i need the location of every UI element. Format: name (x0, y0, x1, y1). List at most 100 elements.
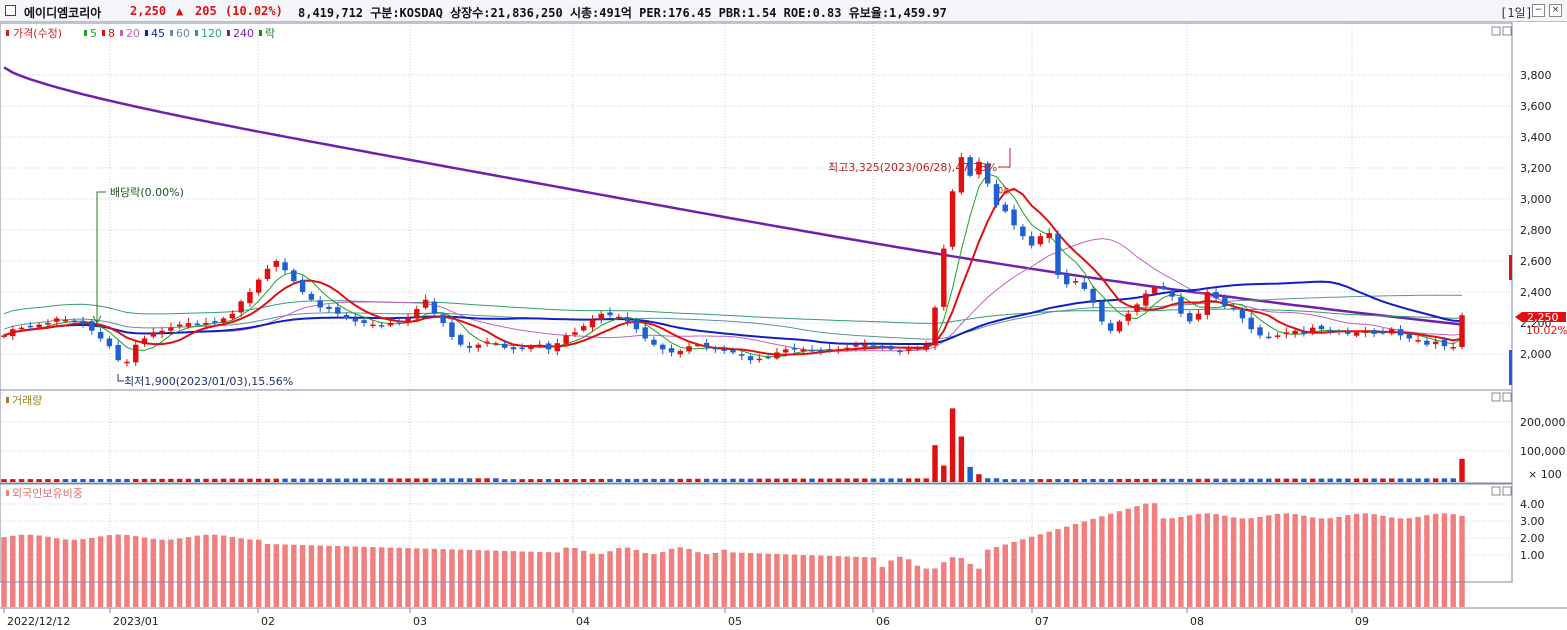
legend-item: 락 (265, 27, 275, 40)
price-tick-label: 2,600 (1520, 255, 1552, 268)
candle-body (739, 354, 745, 356)
candle-body (282, 262, 288, 271)
price-change: 205 (195, 4, 217, 18)
candle-body (45, 323, 51, 325)
candle-body (484, 341, 490, 344)
candle-body (1441, 339, 1448, 347)
axis-labels: 3,800 3,600 3,400 3,200 3,000 2,800 2,600 2,400… (3, 69, 1566, 628)
foreign-ratio-bar (1160, 518, 1167, 607)
foreign-ratio-bar (335, 546, 341, 607)
volume-bar (1336, 478, 1342, 482)
price-tick-label: 3,400 (1520, 131, 1552, 144)
foreign-ratio-bar (247, 539, 253, 607)
moving-average-lines (3, 173, 1463, 358)
current-price: 2,250 (130, 4, 167, 18)
foreign-ratio-bar (308, 545, 315, 607)
foreign-ratio-bar (71, 539, 77, 607)
candle-body (1204, 292, 1211, 315)
candle-body (1327, 330, 1333, 332)
candle-body (1283, 332, 1290, 335)
select-checkbox[interactable] (5, 5, 16, 16)
candle-body (537, 344, 543, 347)
period-selector[interactable]: [1일] (1500, 6, 1533, 20)
volume-bar (1309, 478, 1316, 482)
window-toggle-button[interactable]: − (1532, 4, 1545, 17)
foreign-ratio-bar (1318, 518, 1325, 607)
foreign-ratio-bar (1002, 544, 1008, 607)
candle-body (703, 342, 710, 347)
candle-body (1345, 331, 1351, 334)
foreign-ratio-bar (1090, 518, 1096, 607)
candle-body (686, 346, 692, 352)
foreign-ratio-bar (1151, 503, 1158, 607)
price-panel-frame (0, 22, 1513, 391)
foreign-ratio-bar (607, 551, 613, 607)
candle-body (1037, 236, 1044, 245)
volume-bar (1327, 478, 1333, 482)
volume-bar (1099, 478, 1105, 482)
volume-bar (712, 478, 719, 482)
volume-bar (1353, 478, 1360, 482)
volume-bar (343, 478, 350, 482)
volume-bar (1266, 478, 1272, 482)
foreign-ratio-bar (1055, 529, 1061, 607)
foreign-ratio-bar (458, 549, 464, 607)
ma45-line (3, 280, 1463, 345)
foreign-ratio-bar (589, 553, 596, 607)
volume-bar (352, 478, 359, 482)
volume-bar (1081, 478, 1088, 482)
candle-body (563, 335, 569, 344)
volume-bar (493, 478, 499, 482)
volume-bar (800, 478, 806, 482)
foreign-ratio-bar (1, 537, 7, 607)
candle-body (1397, 329, 1404, 336)
volume-bar (62, 479, 69, 482)
foreign-ratio-bar (18, 534, 25, 607)
foreign-ratio-bar (1257, 516, 1263, 607)
foreign-ratio-bar (361, 546, 367, 607)
foreign-ratio-bar (1143, 503, 1149, 607)
volume-bar (1292, 478, 1298, 482)
volume-bar (168, 478, 174, 482)
candle-body (124, 361, 130, 364)
candle-body (1046, 233, 1052, 239)
volume-bars (1, 408, 1465, 482)
candle-body (1151, 287, 1158, 294)
volume-bar (1072, 478, 1079, 482)
foreign-ratio-bar (203, 534, 209, 607)
candle-body (36, 324, 42, 328)
candle-body (800, 349, 806, 352)
price-tick-label: 3,200 (1520, 162, 1552, 175)
close-button[interactable]: × (1549, 4, 1562, 17)
volume-bar (739, 478, 745, 482)
candle-body (879, 345, 886, 348)
legend-item: 5 (90, 27, 97, 40)
legend-marker (102, 30, 105, 36)
volume-bar (747, 478, 754, 482)
candle-body (633, 320, 640, 330)
candle-body (1257, 327, 1263, 336)
candle-body (651, 339, 657, 345)
x-axis-label: 03 (413, 615, 427, 628)
volume-bar (1195, 478, 1202, 482)
foreign-ratio-bar (537, 551, 543, 607)
candle-body (493, 343, 499, 345)
foreign-ratio-bar (695, 552, 701, 607)
foreign-ratio-bar (1450, 514, 1456, 607)
x-axis-label: 2023/01 (113, 615, 159, 628)
foreign-ratio-bar (800, 554, 806, 607)
foreign-ratio-bar (703, 554, 710, 607)
volume-bar (1222, 478, 1228, 482)
candle-body (396, 321, 402, 323)
volume-bar (1107, 478, 1114, 482)
volume-bar (97, 478, 104, 482)
foreign-ratio-bar (1248, 518, 1254, 607)
volume-bar (299, 478, 306, 482)
volume-bar (1020, 479, 1026, 482)
volume-bar (519, 479, 525, 482)
candle-body (941, 248, 947, 307)
price-change-percent: (10.02%) (225, 4, 283, 18)
candle-body (291, 270, 297, 282)
volume-bar (1064, 479, 1070, 482)
legend-item: 8 (108, 27, 115, 40)
